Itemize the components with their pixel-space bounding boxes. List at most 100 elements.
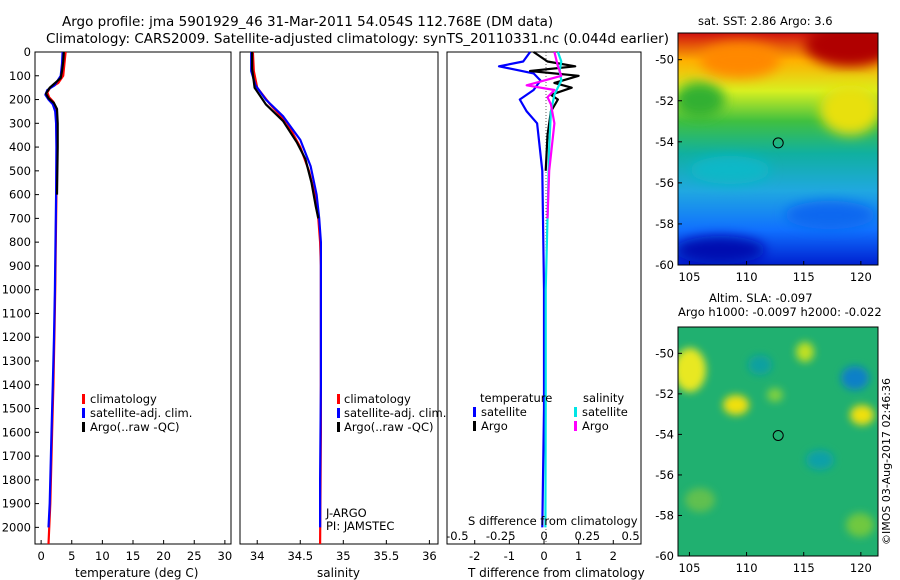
legend-swatch-climatology [82, 394, 85, 404]
y-tick-label: 1900 [2, 497, 31, 511]
map-y-tick-label: -58 [655, 508, 674, 522]
map-y-tick-label: -56 [655, 176, 674, 190]
x-tick-label: 0 [540, 549, 547, 563]
argo-position-marker [772, 430, 784, 442]
x-tick-label: 0 [37, 549, 44, 563]
difference-panel: -2 -1 0 1 2 -0.5 -0.25 0 0.25 0.5 S difference fr… [446, 51, 645, 580]
y-tick-label: 2000 [2, 520, 31, 534]
legend-title-temperature: temperature [480, 391, 552, 405]
x-tick-label: 35.5 [374, 549, 400, 563]
sla-high-patch [850, 405, 874, 425]
series-s-argo [525, 51, 563, 219]
x-tick-label: 35 [336, 549, 351, 563]
y-tick-label: 200 [9, 93, 31, 107]
sla-map-title: Altim. SLA: -0.097 [709, 291, 813, 305]
y-tick-label: 900 [9, 259, 31, 273]
legend-swatch-argo [337, 422, 340, 432]
x-tick-label: -2 [469, 549, 480, 563]
map-y-tick-label: -60 [655, 549, 674, 563]
x-tick-label: 1 [575, 549, 582, 563]
credit-stamp: ©IMOS 03-Aug-2017 02:46:36 [880, 378, 893, 545]
legend-swatch-t-argo [473, 421, 476, 431]
sla-mid-patch [685, 488, 715, 512]
x-tick-label: 30 [218, 549, 233, 563]
legend-label-satellite: satellite-adj. clim. [90, 406, 192, 420]
sla-mid-patch [846, 513, 874, 537]
x-tick-label: 34 [250, 549, 265, 563]
legend-swatch-satellite [337, 408, 340, 418]
map-x-tick-label: 110 [736, 270, 758, 284]
legend-label-climatology: climatology [90, 392, 157, 406]
map-x-tick-label: 115 [793, 561, 815, 575]
header-line1: Argo profile: jma 5901929_46 31-Mar-2011… [62, 14, 553, 30]
series-t-argo [529, 51, 580, 171]
sla-low-patch [806, 450, 834, 470]
map-y-tick-label: -50 [655, 53, 674, 67]
map-y-tick-label: -52 [655, 94, 674, 108]
x2-tick-label: 0 [540, 529, 547, 543]
header-line2: Climatology: CARS2009. Satellite-adjuste… [46, 31, 669, 47]
salinity-xlabel: salinity [317, 566, 360, 580]
sst-green-patch [678, 82, 725, 118]
x-tick-label: 34.5 [287, 549, 313, 563]
difference-legend: temperature salinity satellite Argo sate… [473, 391, 628, 433]
series-satellite-adj-clim- [44, 51, 64, 528]
x-tick-label: -1 [504, 549, 515, 563]
y-tick-label: 1500 [2, 402, 31, 416]
map-x-tick-label: 105 [678, 561, 700, 575]
x-tick-label: 2 [610, 549, 617, 563]
sla-high-patch [678, 348, 706, 392]
sla-map: Altim. SLA: -0.097 Argo h1000: -0.0097 h… [655, 291, 881, 575]
argo-position-marker [772, 137, 784, 149]
legend-swatch-climatology [337, 394, 340, 404]
x-tick-label: 5 [68, 549, 75, 563]
y-tick-label: 1700 [2, 449, 31, 463]
series-t-satellite [497, 51, 546, 528]
y-tick-label: 1100 [2, 306, 31, 320]
sla-map-frame [677, 326, 879, 557]
legend-title-salinity: salinity [583, 391, 624, 405]
y-tick-label: 400 [9, 140, 31, 154]
legend-swatch-s-argo [574, 421, 577, 431]
temperature-plot-frame [34, 51, 232, 545]
sst-map: sat. SST: 2.86 Argo: 3.6 105 110 115 120 -50… [655, 14, 879, 284]
y-tick-label: 1000 [2, 283, 31, 297]
temperature-xlabel: temperature (deg C) [75, 566, 198, 580]
sla-map-subtitle: Argo h1000: -0.0097 h2000: -0.022 [678, 305, 882, 319]
s-difference-label: S difference from climatology [468, 514, 638, 528]
legend-label-argo: Argo(..raw -QC) [344, 420, 434, 434]
legend-label-climatology: climatology [344, 392, 411, 406]
map-y-tick-label: -56 [655, 468, 674, 482]
y-tick-label: 100 [9, 69, 31, 83]
series-argo-raw-qc- [251, 52, 320, 219]
y-tick-label: 1400 [2, 378, 31, 392]
legend-swatch-argo [82, 422, 85, 432]
map-x-tick-label: 120 [850, 561, 872, 575]
legend-swatch-satellite [82, 408, 85, 418]
sla-high-patch [723, 395, 749, 415]
annotation-pi: PI: JAMSTEC [326, 519, 394, 533]
sst-map-frame [677, 32, 879, 266]
map-y-tick-label: -52 [655, 387, 674, 401]
legend-label-s-satellite: satellite [582, 405, 628, 419]
map-y-tick-label: -58 [655, 217, 674, 231]
map-y-tick-label: -60 [655, 258, 674, 272]
sst-warm-patch [805, 33, 878, 67]
y-tick-label: 500 [9, 164, 31, 178]
map-x-tick-label: 105 [678, 270, 700, 284]
x-tick-label: 15 [126, 549, 141, 563]
salinity-plot-frame [239, 51, 439, 545]
y-tick-label: 0 [24, 45, 31, 59]
y-tick-label: 1200 [2, 330, 31, 344]
y-tick-label: 800 [9, 235, 31, 249]
x-tick-label: 25 [187, 549, 202, 563]
sla-high-patch [796, 342, 814, 362]
map-x-tick-label: 120 [850, 270, 872, 284]
y-tick-label: 300 [9, 116, 31, 130]
x-tick-label: 36 [422, 549, 437, 563]
sla-low-patch [841, 366, 869, 390]
y-tick-label: 1300 [2, 354, 31, 368]
x2-tick-label: 0.5 [621, 529, 639, 543]
x2-tick-label: -0.5 [446, 529, 468, 543]
temperature-legend: climatology satellite-adj. clim. Argo(..… [82, 392, 192, 434]
